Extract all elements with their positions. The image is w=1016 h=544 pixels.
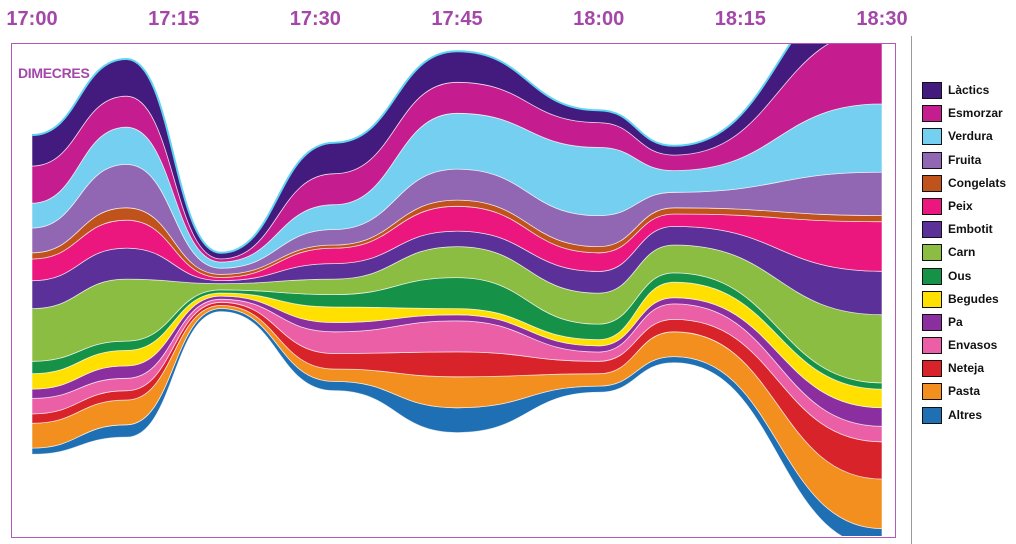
legend-swatch (922, 82, 942, 99)
legend-label: Envasos (948, 338, 998, 353)
time-axis: 17:00 17:15 17:30 17:45 18:00 18:15 18:30 (0, 0, 910, 40)
legend-label: Carn (948, 245, 976, 260)
stream-top-outline (31, 44, 792, 254)
legend-label: Peix (948, 198, 973, 213)
legend-label: Fruita (948, 152, 982, 167)
legend-swatch (922, 383, 942, 401)
legend-swatch (922, 128, 942, 146)
legend-item: Embotit (922, 219, 1014, 242)
time-tick: 18:30 (856, 8, 908, 30)
legend-label: Làctics (948, 83, 990, 97)
legend-item: Begudes (922, 289, 1014, 312)
legend-swatch (922, 174, 942, 192)
legend-label: Ous (948, 268, 972, 283)
legend-item: Pa (922, 312, 1014, 335)
plot-frame: DIMECRES (11, 43, 896, 538)
legend-item: Carn (922, 242, 1014, 265)
legend-item: Altres (922, 405, 1014, 428)
legend-item: Pasta (922, 381, 1014, 404)
legend-swatch (922, 337, 942, 355)
legend-item: Fruita (922, 150, 1014, 173)
legend-swatch (922, 406, 942, 424)
legend-item: Làctics (922, 80, 1014, 103)
legend-label: Neteja (948, 361, 985, 376)
legend-swatch (922, 221, 942, 239)
legend-swatch (922, 197, 942, 215)
time-tick: 18:00 (573, 8, 625, 30)
legend-item: Envasos (922, 335, 1014, 358)
legend-label: Pasta (948, 384, 981, 399)
legend-label: Embotit (948, 222, 993, 237)
legend-item: Congelats (922, 173, 1014, 196)
legend-item: Ous (922, 266, 1014, 289)
streamgraph (31, 44, 883, 536)
legend-label: Begudes (948, 291, 999, 306)
legend-swatch (922, 360, 942, 378)
time-tick: 18:15 (714, 8, 766, 30)
panel-title: DIMECRES (18, 65, 90, 81)
legend-swatch (922, 313, 942, 331)
time-tick: 17:30 (289, 8, 341, 30)
legend-item: Neteja (922, 358, 1014, 381)
legend-swatch (922, 290, 942, 308)
legend-swatch (922, 244, 942, 262)
legend-label: Esmorzar (948, 106, 1003, 121)
time-tick: 17:15 (148, 8, 200, 30)
time-tick: 17:00 (6, 8, 58, 30)
legend-swatch (922, 105, 942, 123)
time-tick: 17:45 (431, 8, 483, 30)
legend-item: Esmorzar (922, 103, 1014, 126)
legend-divider (911, 36, 912, 544)
legend-label: Pa (948, 314, 963, 329)
legend: Làctics Esmorzar Verdura Fruita Congelats Pei… (922, 80, 1014, 428)
legend-swatch (922, 151, 942, 169)
legend-label: Verdura (948, 129, 993, 144)
legend-label: Altres (948, 407, 983, 422)
legend-item: Verdura (922, 126, 1014, 149)
legend-swatch (922, 267, 942, 285)
legend-item: Peix (922, 196, 1014, 219)
legend-label: Congelats (948, 175, 1007, 190)
